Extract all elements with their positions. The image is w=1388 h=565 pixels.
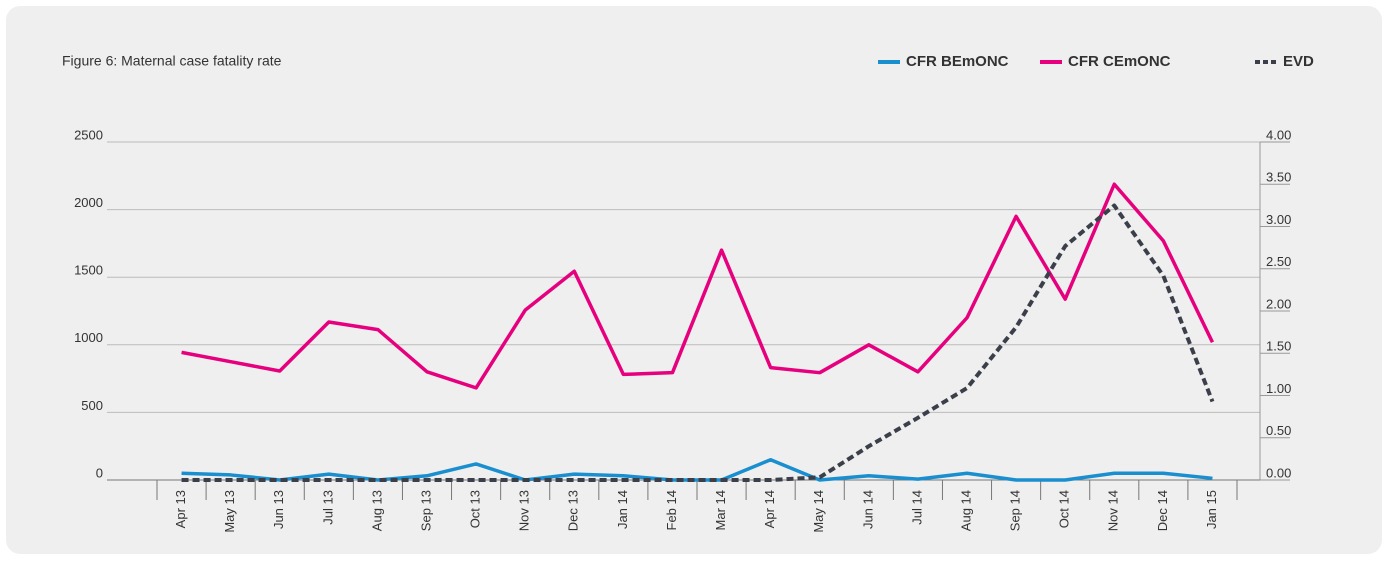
y2-tick-label: 3.50 [1266, 170, 1291, 185]
x-tick-label: Apr 14 [762, 490, 777, 528]
y2-tick-label: 3.00 [1266, 212, 1291, 227]
chart-title: Figure 6: Maternal case fatality rate [62, 53, 282, 69]
x-tick-label: Jan 14 [615, 490, 630, 529]
x-tick-label: Jul 13 [320, 490, 335, 525]
y-tick-label: 500 [81, 398, 103, 413]
legend-label: CFR CEmONC [1068, 53, 1171, 70]
y2-tick-label: 2.00 [1266, 296, 1291, 311]
x-tick-label: Dec 13 [566, 490, 581, 531]
x-tick-label: Dec 14 [1155, 490, 1170, 531]
x-tick-label: Aug 14 [958, 490, 973, 531]
y-tick-label: 2000 [74, 195, 103, 210]
x-tick-label: Apr 13 [173, 490, 188, 528]
x-tick-label: May 13 [222, 490, 237, 533]
series-line [181, 203, 1215, 482]
panel [6, 6, 1382, 554]
x-tick-label: Sep 13 [418, 490, 433, 531]
x-tick-label: Feb 14 [664, 490, 679, 530]
x-tick-label: Sep 14 [1008, 490, 1023, 531]
x-tick-label: Jun 13 [271, 490, 286, 529]
x-tick-label: Jun 14 [860, 490, 875, 529]
y2-tick-label: 0.00 [1266, 465, 1291, 480]
legend-label: EVD [1283, 53, 1314, 70]
y2-tick-label: 1.00 [1266, 381, 1291, 396]
series-line [181, 457, 1213, 482]
x-tick-label: Mar 14 [713, 490, 728, 530]
legend-label: CFR BEmONC [906, 53, 1009, 70]
x-tick-label: Jan 15 [1204, 490, 1219, 529]
x-tick-label: Oct 14 [1057, 490, 1072, 528]
x-tick-label: Jul 14 [909, 490, 924, 525]
x-tick-label: Nov 13 [517, 490, 532, 531]
y2-tick-label: 0.50 [1266, 423, 1291, 438]
x-tick-label: Oct 13 [468, 490, 483, 528]
y-tick-label: 1500 [74, 263, 103, 278]
y2-tick-label: 4.00 [1266, 127, 1291, 142]
x-tick-label: Nov 14 [1106, 490, 1121, 531]
y2-tick-label: 1.50 [1266, 339, 1291, 354]
y2-tick-label: 2.50 [1266, 254, 1291, 269]
y-tick-label: 2500 [74, 127, 103, 142]
x-tick-label: May 14 [811, 490, 826, 533]
y-tick-label: 0 [96, 465, 103, 480]
x-tick-label: Aug 13 [369, 490, 384, 531]
series-line [181, 182, 1215, 390]
y-tick-label: 1000 [74, 330, 103, 345]
